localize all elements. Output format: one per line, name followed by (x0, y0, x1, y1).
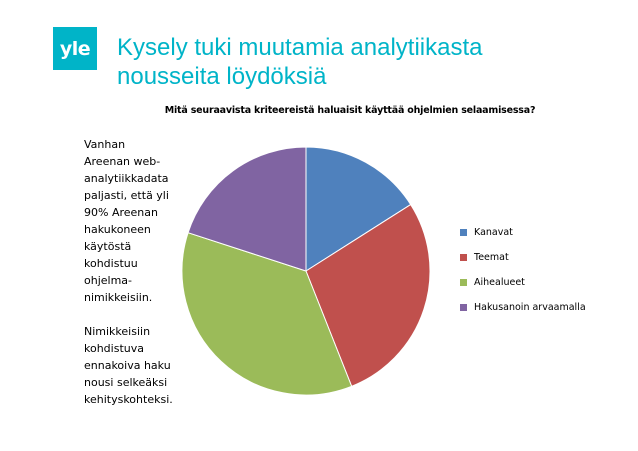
legend-swatch (460, 229, 467, 236)
legend-label: Kanavat (474, 227, 513, 238)
pie-slice-teemat (305, 203, 431, 387)
pie-slice-kanavat (305, 146, 412, 272)
slide-title: Kysely tuki muutamia analytiikasta nouss… (117, 33, 577, 91)
side-paragraph-2: Nimikkeisiin kohdistuva ennakoiva haku n… (84, 325, 173, 406)
chart-title: Mitä seuraavista kriteereistä haluaisit … (164, 105, 536, 116)
yle-logo: yle (53, 27, 97, 70)
legend-label: Aihealueet (474, 277, 525, 288)
slide-title-line-1: Kysely tuki muutamia analytiikasta (117, 34, 483, 61)
legend-swatch (460, 279, 467, 286)
logo-text: yle (59, 37, 91, 60)
chart-legend: Kanavat Teemat Aihealueet Hakusanoin arvaam… (460, 220, 586, 320)
pie-slice-aihealueet (181, 232, 353, 396)
side-paragraph-1: Vanhan Areenan web- analytiikkadata palj… (84, 138, 169, 304)
legend-label: Teemat (474, 252, 509, 263)
legend-item: Teemat (460, 245, 586, 270)
legend-swatch (460, 254, 467, 261)
pie-slice-hakusanoin-arvaamalla (187, 146, 307, 272)
legend-item: Hakusanoin arvaamalla (460, 295, 586, 320)
legend-swatch (460, 304, 467, 311)
side-text: Vanhan Areenan web- analytiikkadata palj… (84, 136, 184, 408)
slide-title-line-2: nousseita löydöksiä (117, 63, 327, 90)
legend-item: Aihealueet (460, 270, 586, 295)
legend-item: Kanavat (460, 220, 586, 245)
legend-label: Hakusanoin arvaamalla (474, 302, 586, 313)
